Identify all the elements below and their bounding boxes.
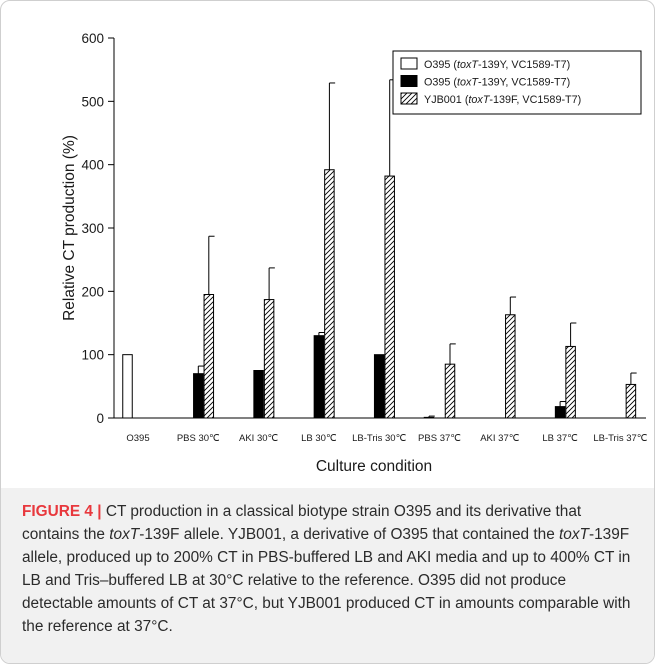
y-axis-title: Relative CT production (%) [61, 135, 78, 321]
legend: O395 (toxT-139Y, VC1589-T7) O395 (toxT-13… [392, 50, 642, 115]
x-tick-label: AKI 30℃ [239, 433, 279, 444]
bar-black [313, 335, 325, 419]
x-tick-label: LB 30℃ [301, 433, 337, 444]
caption-text-2: -139F allele. YJB001, a derivative of O3… [139, 526, 560, 543]
legend-swatch [400, 75, 418, 87]
caption-label: FIGURE 4 | [22, 503, 102, 520]
caption-text-3: -139F allele, produced up to 200% CT in … [22, 526, 631, 635]
x-tick-label: LB-Tris 37℃ [593, 433, 647, 444]
figure-caption: FIGURE 4 | CT production in a classical … [22, 500, 638, 638]
bar-black [253, 370, 264, 419]
bar-chart: 0 100 200 300 400 500 600 O395 PBS 30℃ AKI 30℃ LB … [61, 31, 648, 475]
x-tick-label: PBS 37℃ [418, 433, 461, 444]
bar-hatch [324, 169, 335, 419]
bar-white [423, 416, 435, 419]
caption-gene-1: toxT [109, 526, 140, 543]
bar-hatch [263, 299, 275, 419]
bar-hatch [203, 294, 215, 419]
bar-hatch [625, 383, 637, 419]
x-tick-label: PBS 30℃ [177, 433, 220, 444]
x-tick-label: O395 [126, 433, 149, 444]
x-tick-label: LB-Tris 30℃ [352, 433, 406, 444]
bar-white [122, 354, 133, 419]
legend-frame [392, 50, 642, 115]
legend-label: YJB001 (toxT-139F, VC1589-T7) [424, 94, 581, 106]
x-tick-label: AKI 37℃ [480, 433, 520, 444]
bar-black [193, 373, 204, 419]
bar-black [554, 406, 566, 419]
bar-hatch [565, 345, 576, 419]
bar-black [373, 354, 385, 419]
x-tick-label: LB 37℃ [542, 433, 578, 444]
legend-label: O395 (toxT-139Y, VC1589-T7) [424, 59, 570, 71]
y-tick-label: 200 [81, 284, 104, 299]
y-tick-label: 100 [81, 348, 104, 363]
caption-band [1, 488, 654, 663]
caption-gene-2: toxT [559, 526, 589, 543]
legend-swatch [400, 92, 418, 105]
y-tick-label: 0 [96, 411, 104, 426]
caption-text-1: CT production in a classical biotype str… [22, 503, 582, 543]
y-tick-label: 500 [81, 94, 104, 109]
x-axis-title: Culture condition [316, 458, 432, 475]
y-tick-label: 400 [81, 158, 104, 173]
y-tick-label: 300 [81, 221, 104, 236]
legend-swatch [400, 57, 418, 70]
bar-hatch [384, 175, 395, 419]
bar-hatch [444, 363, 456, 419]
bar-hatch [505, 314, 516, 419]
y-tick-label: 600 [81, 31, 104, 46]
legend-label: O395 (toxT-139Y, VC1589-T7) [424, 77, 570, 89]
